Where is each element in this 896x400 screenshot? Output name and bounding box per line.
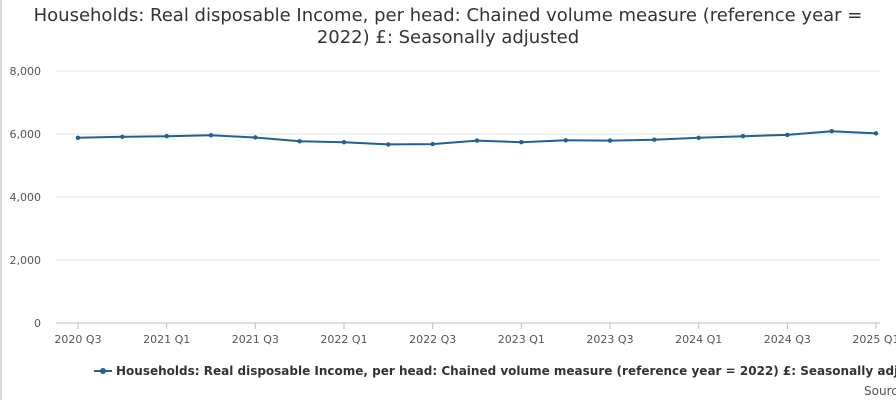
data-point[interactable] (607, 138, 613, 143)
data-point[interactable] (740, 134, 746, 139)
data-point[interactable] (696, 135, 701, 140)
y-tick-label: 6,000 (10, 128, 42, 141)
y-tick-label: 4,000 (10, 191, 42, 204)
x-tick-label: 2023 Q3 (586, 333, 633, 346)
legend-label: Households: Real disposable Income, per … (116, 364, 896, 378)
data-point[interactable] (208, 133, 214, 138)
data-point[interactable] (386, 142, 391, 147)
x-tick-label: 2024 Q3 (764, 333, 811, 346)
data-point[interactable] (75, 135, 81, 140)
data-point[interactable] (253, 135, 258, 140)
data-point[interactable] (474, 138, 480, 143)
data-point[interactable] (120, 134, 125, 140)
y-tick-label: 0 (34, 317, 41, 330)
data-point[interactable] (297, 139, 302, 144)
x-tick-label: 2020 Q3 (54, 333, 101, 346)
data-point[interactable] (341, 139, 347, 145)
data-point[interactable] (829, 128, 834, 134)
data-point[interactable] (563, 138, 568, 143)
data-point[interactable] (785, 132, 790, 138)
data-point[interactable] (164, 134, 169, 139)
chart-title: Households: Real disposable Income, per … (33, 5, 863, 48)
x-tick-label: 2022 Q3 (409, 333, 456, 346)
data-point[interactable] (873, 131, 879, 136)
x-tick-label: 2023 Q1 (498, 333, 545, 346)
y-tick-label: 8,000 (10, 65, 42, 78)
data-point[interactable] (519, 139, 524, 145)
legend[interactable]: Households: Real disposable Income, per … (94, 362, 896, 380)
x-tick-label: 2025 Q1 (852, 333, 896, 346)
x-tick-label: 2024 Q1 (675, 333, 722, 346)
data-point[interactable] (430, 141, 435, 147)
y-tick-label: 2,000 (10, 254, 42, 267)
x-tick-label: 2021 Q1 (143, 333, 190, 346)
legend-swatch (94, 366, 112, 376)
left-border (0, 0, 2, 400)
source-label[interactable]: Sourc (864, 384, 896, 398)
x-tick-label: 2022 Q1 (320, 333, 367, 346)
x-tick-label: 2021 Q3 (232, 333, 279, 346)
data-point[interactable] (652, 137, 657, 142)
